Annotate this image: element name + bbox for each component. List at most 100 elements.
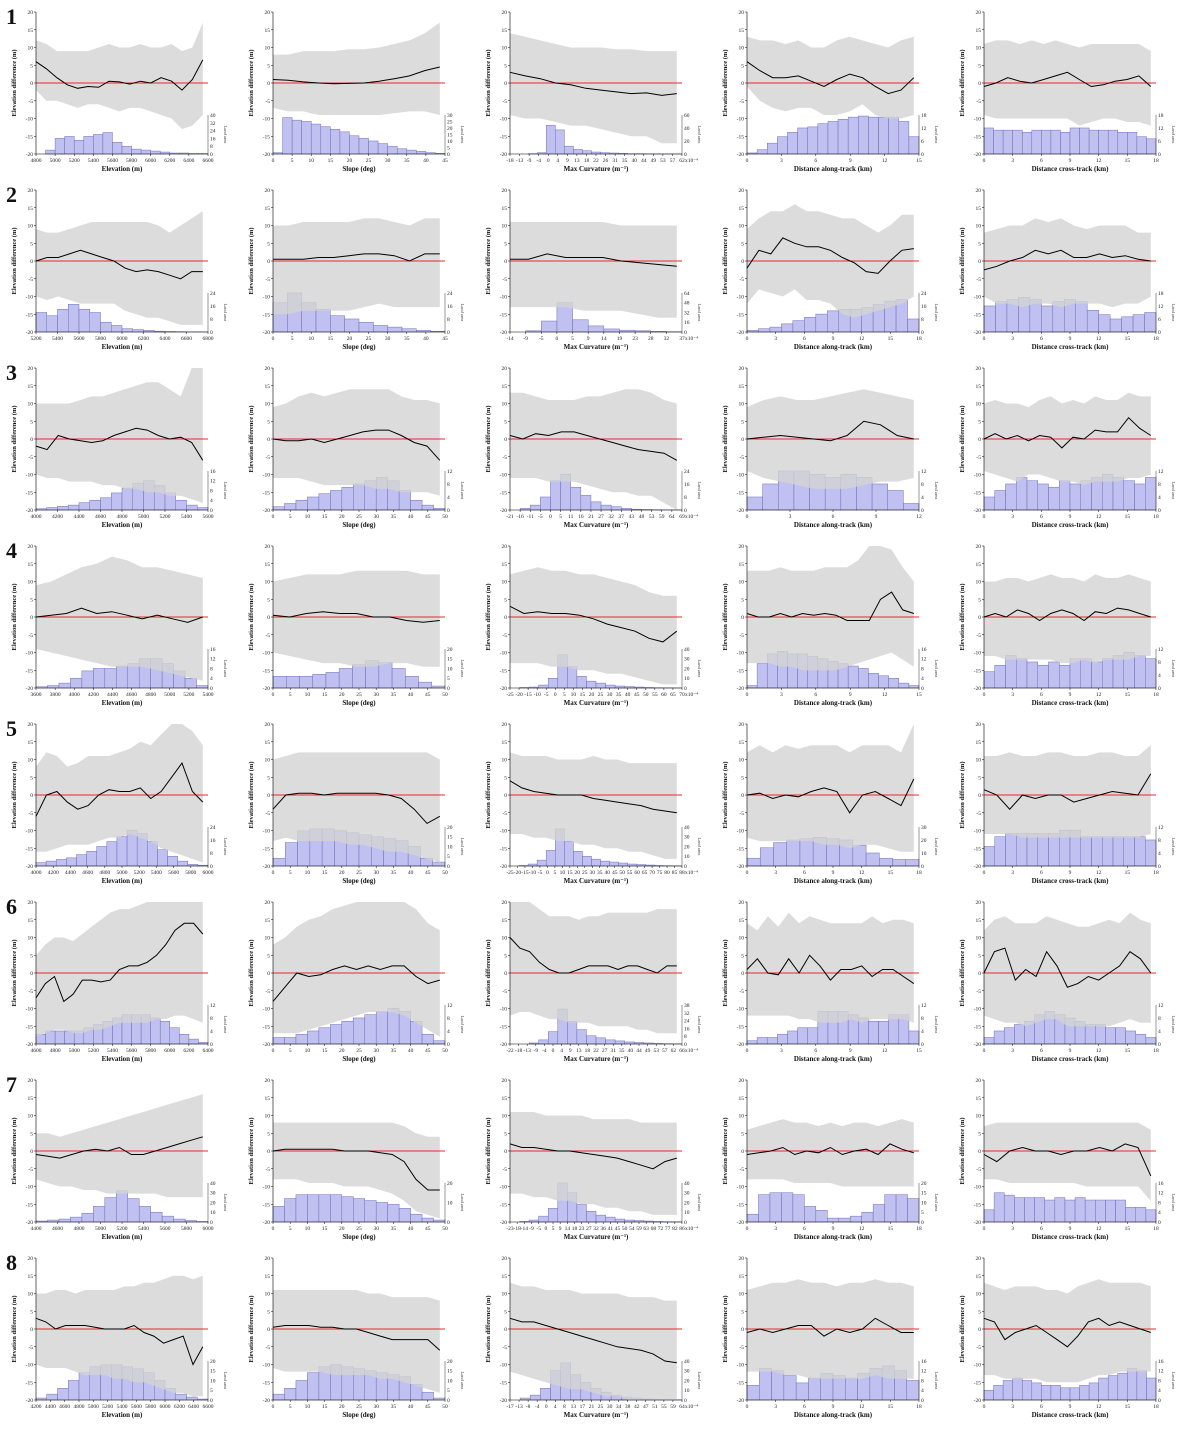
x-tick-label: 4400 — [74, 514, 85, 520]
y-tick-label: 20 — [976, 188, 982, 194]
histogram-bar — [1134, 836, 1146, 867]
hist-tick-label: 8 — [210, 851, 213, 857]
histogram-bar — [1041, 1385, 1052, 1401]
histogram-bar — [1146, 1377, 1157, 1401]
x-tick-label: 35 — [404, 158, 410, 164]
secondary-y-axis-label: Land area — [934, 126, 939, 144]
x-tick-label: 15 — [322, 870, 328, 876]
x-tick-label: 5000 — [164, 692, 175, 698]
y-tick-label: 15 — [265, 1096, 271, 1102]
y-tick-label: -15 — [737, 134, 745, 140]
x-axis-label: Max Curvature (m⁻¹) — [564, 521, 629, 529]
x-tick-label: 15 — [328, 336, 334, 342]
y-tick-label: 5 — [504, 1309, 507, 1315]
histogram-bar — [284, 1037, 297, 1045]
histogram-bar — [1050, 129, 1061, 155]
x-tick-label: 6400 — [183, 158, 194, 164]
x-tick-label: 15 — [1125, 1226, 1131, 1232]
y-tick-label: 5 — [267, 597, 270, 603]
x-tick-label: 30 — [373, 870, 379, 876]
hist-tick-label: 10 — [684, 676, 690, 682]
y-axis-label: Elevation difference (m) — [248, 227, 255, 294]
histogram-bar — [746, 857, 761, 867]
x-tick-label: 86 — [679, 1226, 685, 1232]
y-tick-label: 0 — [267, 793, 270, 799]
x-tick-label: 5600 — [168, 870, 179, 876]
y-tick-label: -5 — [976, 811, 981, 817]
spread-band — [984, 1279, 1151, 1383]
x-axis-label: Distance along-track (km) — [794, 1055, 873, 1063]
x-tick-label: 6400 — [203, 1048, 214, 1054]
spread-band — [747, 1119, 914, 1187]
x-tick-label: 23 — [579, 1226, 585, 1232]
x-tick-label: 20 — [589, 692, 595, 698]
histogram-bar — [756, 149, 768, 155]
histogram-bar — [807, 1027, 819, 1045]
x-tick-label: 15 — [322, 514, 328, 520]
x-tick-label: 17 — [580, 1404, 586, 1410]
hist-tick-label: 0 — [447, 864, 450, 870]
x-axis-label: Distance along-track (km) — [794, 165, 873, 173]
histogram-bar — [1054, 1197, 1066, 1223]
histogram-bar — [410, 1213, 423, 1223]
x-tick-label: 25 — [356, 870, 362, 876]
y-tick-label: -5 — [739, 1167, 744, 1173]
hist-tick-label: 0 — [684, 686, 687, 692]
x-tick-label: 9 — [1069, 336, 1072, 342]
x-tick-label: 12 — [859, 870, 865, 876]
x-tick-label: 5 — [571, 336, 574, 342]
y-tick-label: -5 — [265, 989, 270, 995]
y-tick-label: -20 — [737, 864, 745, 870]
x-tick-label: 25 — [366, 158, 372, 164]
y-tick-label: -10 — [26, 829, 34, 835]
x-tick-label: 47 — [643, 1404, 649, 1410]
x-tick-label: 12 — [916, 514, 922, 520]
histogram-bar — [177, 860, 189, 867]
hist-tick-label: 4 — [210, 676, 213, 682]
y-tick-label: 0 — [978, 971, 981, 977]
x-tick-label: 30 — [373, 1404, 379, 1410]
histogram-bar — [1123, 836, 1135, 867]
spread-band — [747, 546, 914, 671]
x-tick-label: 34 — [616, 1404, 622, 1410]
histogram-bar — [46, 507, 58, 511]
y-tick-label: 0 — [741, 259, 744, 265]
histogram-bar — [364, 1014, 377, 1045]
y-tick-label: -20 — [500, 152, 508, 158]
hist-tick-label: 0 — [921, 508, 924, 514]
hist-tick-label: 0 — [1158, 686, 1161, 692]
x-axis-label: Slope (deg) — [342, 343, 376, 351]
y-axis-label: Elevation difference (m) — [485, 939, 492, 1006]
hist-tick-label: 12 — [1158, 126, 1164, 132]
y-tick-label: -20 — [974, 1398, 982, 1404]
histogram-bar — [364, 1200, 377, 1223]
hist-tick-label: 30 — [921, 825, 927, 831]
x-tick-label: 5800 — [126, 158, 137, 164]
hist-tick-label: 8 — [921, 1378, 924, 1384]
hist-tick-label: 20 — [921, 838, 927, 844]
y-tick-label: 10 — [739, 46, 745, 52]
y-tick-label: -20 — [500, 1042, 508, 1048]
x-tick-label: 25 — [598, 1404, 604, 1410]
x-tick-label: 72 — [658, 1226, 664, 1232]
histogram-bar — [1135, 1207, 1147, 1223]
y-tick-label: 15 — [28, 206, 34, 212]
x-tick-label: 45 — [425, 1404, 431, 1410]
hist-tick-label: 8 — [684, 1034, 687, 1040]
hist-tick-label: 0 — [921, 330, 924, 336]
y-tick-label: -15 — [500, 668, 508, 674]
histogram-bar — [898, 682, 910, 689]
y-tick-label: 20 — [28, 366, 34, 372]
histogram-bar — [1107, 1375, 1119, 1401]
hist-tick-label: 0 — [1158, 1398, 1161, 1404]
x-tick-label: 55 — [627, 870, 633, 876]
x-tick-label: 64 — [679, 1404, 685, 1410]
x-tick-label: 20 — [575, 870, 581, 876]
hist-tick-label: 12 — [210, 1003, 216, 1009]
y-tick-label: 15 — [976, 1096, 982, 1102]
hist-tick-label: 0 — [1158, 508, 1161, 514]
x-tick-label: 53 — [653, 1048, 659, 1054]
histogram-bar — [536, 859, 547, 867]
x-tick-label: 28 — [648, 336, 654, 342]
x-tick-label: 6 — [803, 1226, 806, 1232]
